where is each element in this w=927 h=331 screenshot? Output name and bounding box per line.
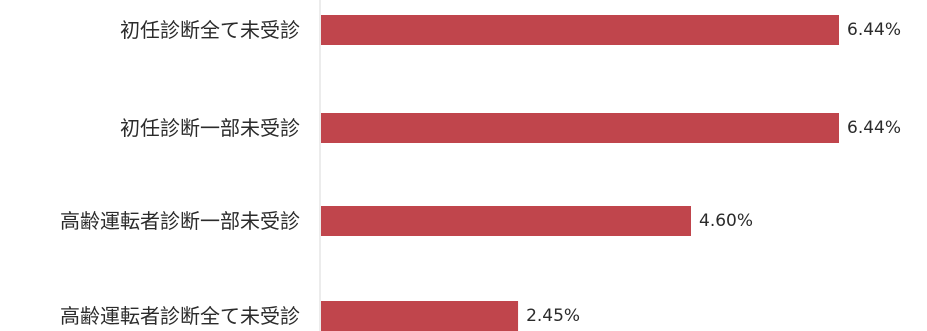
category-label-4: 高齢運転者診断全て未受診 <box>60 304 300 328</box>
bar-4 <box>321 301 518 331</box>
value-label-2: 6.44% <box>847 118 901 138</box>
category-label-3: 高齢運転者診断一部未受診 <box>60 209 300 233</box>
bar-2 <box>321 113 839 143</box>
value-label-1: 6.44% <box>847 20 901 40</box>
value-label-3: 4.60% <box>699 211 753 231</box>
category-label-2: 初任診断一部未受診 <box>120 116 300 140</box>
bar-1 <box>321 15 839 45</box>
value-label-4: 2.45% <box>526 306 580 326</box>
category-label-1: 初任診断全て未受診 <box>120 18 300 42</box>
bar-3 <box>321 206 691 236</box>
